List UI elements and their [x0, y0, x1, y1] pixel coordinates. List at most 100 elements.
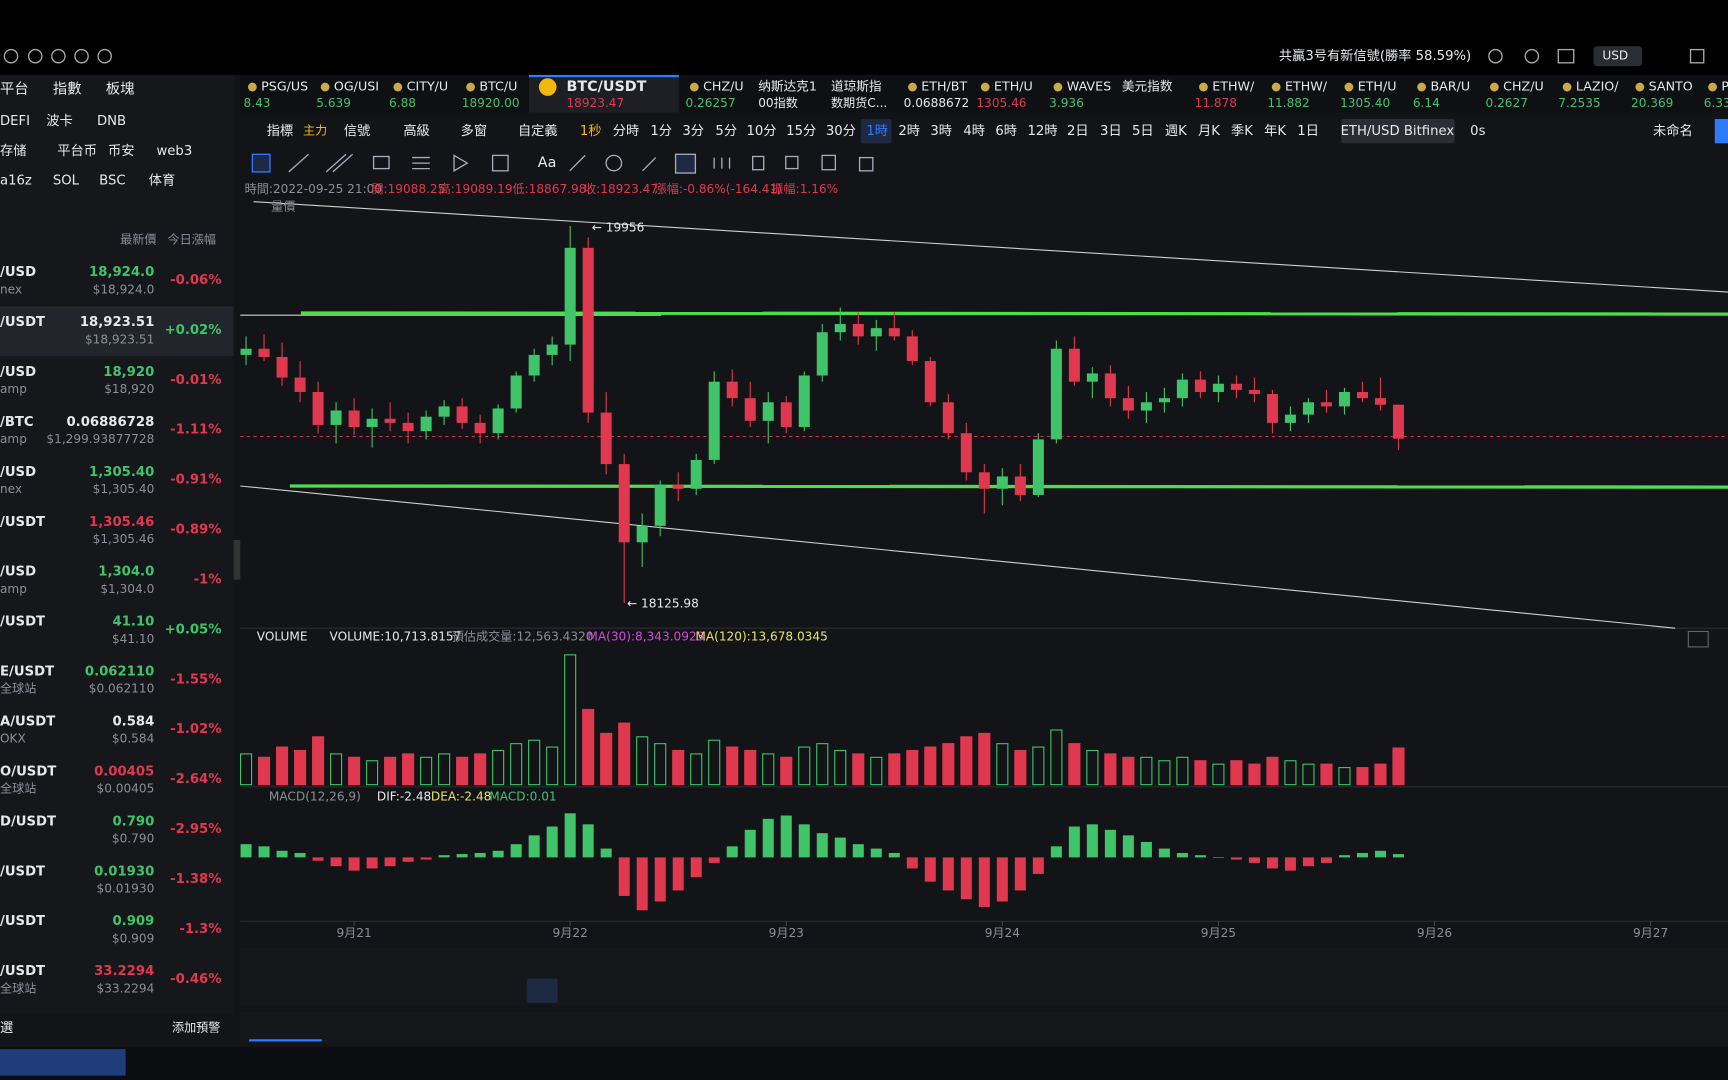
active-tab-line — [249, 1039, 322, 1042]
pair-name[interactable]: /USD — [0, 265, 36, 280]
period[interactable]: 2時 — [898, 123, 920, 139]
period[interactable]: 30分 — [826, 123, 856, 139]
pair-name[interactable]: /USDT — [0, 864, 45, 879]
tool[interactable]: 自定義 — [518, 122, 558, 139]
filter[interactable]: BSC — [99, 174, 125, 189]
pair-name[interactable]: /USD — [0, 565, 36, 580]
filter[interactable]: 平台币 — [57, 143, 97, 159]
filter[interactable]: 体育 — [149, 173, 175, 189]
source-box[interactable] — [1341, 119, 1455, 144]
ticker-symbol[interactable]: ETH/U — [994, 79, 1033, 94]
period[interactable]: 季K — [1231, 123, 1253, 139]
period[interactable]: 5日 — [1132, 124, 1154, 139]
ticker-symbol[interactable]: ETH/U — [1358, 79, 1397, 94]
pair-name[interactable]: /USDT — [0, 315, 45, 330]
sidebar-tab[interactable]: 指數 — [53, 80, 82, 97]
period[interactable]: 3日 — [1100, 124, 1122, 139]
ticker-symbol[interactable]: 道琼斯指 — [831, 79, 882, 94]
period[interactable]: 1秒 — [580, 123, 602, 139]
period[interactable]: 10分 — [746, 123, 776, 139]
period[interactable]: 1日 — [1297, 124, 1319, 139]
signal-text[interactable]: 共贏3号有新信號(勝率 58.59%) — [1279, 47, 1471, 64]
ticker-symbol[interactable]: LAZIO/ — [1576, 79, 1619, 94]
sidebar-tab[interactable]: 板塊 — [106, 80, 135, 97]
candle-body — [906, 336, 918, 362]
pair-name[interactable]: /USDT — [0, 964, 45, 979]
volume-bar — [924, 746, 937, 786]
ticker-symbol[interactable]: BTC/U — [479, 79, 517, 94]
ticker-symbol[interactable]: P — [1721, 79, 1728, 94]
period[interactable]: 15分 — [786, 123, 816, 139]
period[interactable]: 分時 — [613, 123, 639, 139]
tool[interactable]: 高級 — [403, 122, 429, 139]
pair-name[interactable]: D/USDT — [0, 814, 56, 829]
collapse-handle[interactable] — [233, 540, 241, 580]
period[interactable]: 月K — [1198, 124, 1220, 139]
ticker-icon — [320, 82, 330, 92]
ticker-symbol[interactable]: ETH/BT — [921, 79, 967, 94]
pair-name[interactable]: E/USDT — [0, 665, 54, 680]
period[interactable]: 4時 — [963, 123, 985, 139]
tool[interactable]: 指標 — [267, 123, 293, 139]
ticker-symbol[interactable]: CHZ/U — [1503, 79, 1544, 94]
sidebar-tab[interactable]: 平台 — [0, 80, 29, 97]
data-source[interactable]: ETH/USD Bitfinex — [1341, 124, 1455, 139]
ticker-symbol[interactable]: ETHW/ — [1285, 79, 1328, 94]
currency-select[interactable] — [1593, 46, 1643, 67]
filter[interactable]: SOL — [53, 174, 80, 189]
ticker-symbol[interactable]: 纳斯达克1 — [758, 79, 817, 94]
filter[interactable]: 存储 — [0, 143, 26, 159]
filter[interactable]: 波卡 — [46, 113, 72, 129]
tool[interactable]: 多窗 — [461, 122, 487, 139]
ticker-symbol[interactable]: CITY/U — [407, 79, 449, 94]
macd-header[interactable]: MACD(12,26,9) — [269, 789, 361, 803]
period[interactable]: 6時 — [995, 123, 1017, 139]
text-tool[interactable]: Aa — [538, 155, 557, 171]
volume-bar — [1338, 767, 1351, 786]
tool[interactable]: 信號 — [344, 123, 370, 139]
price-usd: $1,304.0 — [100, 582, 154, 596]
period[interactable]: 週K — [1165, 123, 1187, 139]
filter[interactable]: a16z — [0, 174, 32, 189]
period[interactable]: 3時 — [930, 123, 952, 139]
ticker-symbol[interactable]: OG/USI — [334, 79, 379, 94]
period[interactable]: 3分 — [682, 123, 704, 139]
ticker-symbol[interactable]: WAVES — [1067, 79, 1111, 94]
pair-name[interactable]: /USD — [0, 465, 36, 480]
sidebar-footer[interactable]: 選 — [0, 1020, 13, 1036]
sidebar-footer[interactable]: 添加預警 — [172, 1020, 220, 1035]
pair-name[interactable]: A/USDT — [0, 715, 55, 730]
period[interactable]: 5分 — [715, 123, 737, 139]
ticker-symbol[interactable]: PSG/US — [261, 79, 308, 94]
period[interactable]: 年K — [1264, 123, 1286, 139]
expand-icon[interactable] — [1687, 630, 1709, 648]
period[interactable]: 1分 — [650, 123, 672, 139]
monitor-button[interactable] — [0, 1049, 126, 1076]
volume-header[interactable]: VOLUME — [257, 629, 308, 643]
ticker-symbol[interactable]: BTC/USDT — [566, 79, 646, 95]
filter[interactable]: 币安 — [108, 143, 134, 159]
ticker-symbol[interactable]: ETHW/ — [1212, 79, 1255, 94]
filter[interactable]: DNB — [97, 114, 126, 129]
currency[interactable]: USD — [1602, 49, 1628, 63]
tool[interactable]: 主力 — [303, 124, 327, 138]
blue-button[interactable] — [1714, 119, 1728, 144]
ticker-symbol[interactable]: CHZ/U — [703, 79, 744, 94]
pair-name[interactable]: /BTC — [0, 415, 34, 430]
volume-bar — [906, 749, 919, 786]
ticker-symbol[interactable]: BAR/U — [1430, 79, 1470, 94]
pair-name[interactable]: /USD — [0, 365, 36, 380]
layout-name[interactable]: 未命名 — [1653, 122, 1693, 139]
filter[interactable]: web3 — [156, 144, 192, 159]
period[interactable]: 12時 — [1028, 123, 1058, 139]
pair-name[interactable]: O/USDT — [0, 764, 56, 779]
filter[interactable]: DEFI — [0, 114, 30, 129]
volume-bar — [510, 743, 523, 786]
pair-name[interactable]: /USDT — [0, 914, 45, 929]
pair-name[interactable]: /USDT — [0, 515, 45, 530]
ticker-symbol[interactable]: 美元指数 — [1122, 79, 1173, 94]
ticker-symbol[interactable]: SANTO — [1649, 79, 1693, 94]
pair-name[interactable]: /USDT — [0, 615, 45, 630]
period[interactable]: 1時 — [866, 123, 888, 139]
period[interactable]: 2日 — [1067, 124, 1089, 139]
